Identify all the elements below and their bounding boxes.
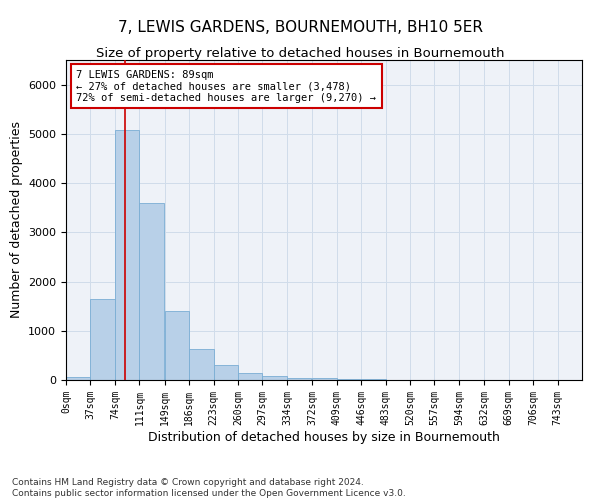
Bar <box>312 378 337 380</box>
X-axis label: Distribution of detached houses by size in Bournemouth: Distribution of detached houses by size … <box>148 430 500 444</box>
Bar <box>139 204 164 380</box>
Bar <box>189 350 214 380</box>
Text: Contains HM Land Registry data © Crown copyright and database right 2024.
Contai: Contains HM Land Registry data © Crown c… <box>12 478 406 498</box>
Text: 7 LEWIS GARDENS: 89sqm
← 27% of detached houses are smaller (3,478)
72% of semi-: 7 LEWIS GARDENS: 89sqm ← 27% of detached… <box>76 70 376 103</box>
Bar <box>164 310 189 380</box>
Y-axis label: Number of detached properties: Number of detached properties <box>10 122 23 318</box>
Bar <box>91 300 115 380</box>
Bar <box>115 130 139 380</box>
Bar <box>238 373 262 380</box>
Bar <box>66 376 91 380</box>
Bar <box>287 378 311 380</box>
Text: Size of property relative to detached houses in Bournemouth: Size of property relative to detached ho… <box>96 48 504 60</box>
Text: 7, LEWIS GARDENS, BOURNEMOUTH, BH10 5ER: 7, LEWIS GARDENS, BOURNEMOUTH, BH10 5ER <box>118 20 482 35</box>
Bar <box>262 376 287 380</box>
Bar <box>337 379 361 380</box>
Bar <box>214 365 238 380</box>
